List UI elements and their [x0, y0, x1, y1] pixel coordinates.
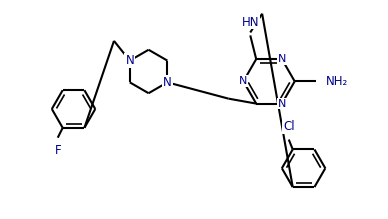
Text: N: N — [239, 76, 248, 86]
Text: HN: HN — [241, 16, 259, 28]
Text: NH₂: NH₂ — [326, 75, 348, 88]
Text: N: N — [278, 54, 286, 64]
Text: N: N — [125, 54, 134, 67]
Text: N: N — [278, 99, 286, 109]
Text: F: F — [54, 144, 61, 157]
Text: N: N — [163, 76, 172, 89]
Text: Cl: Cl — [283, 120, 294, 133]
